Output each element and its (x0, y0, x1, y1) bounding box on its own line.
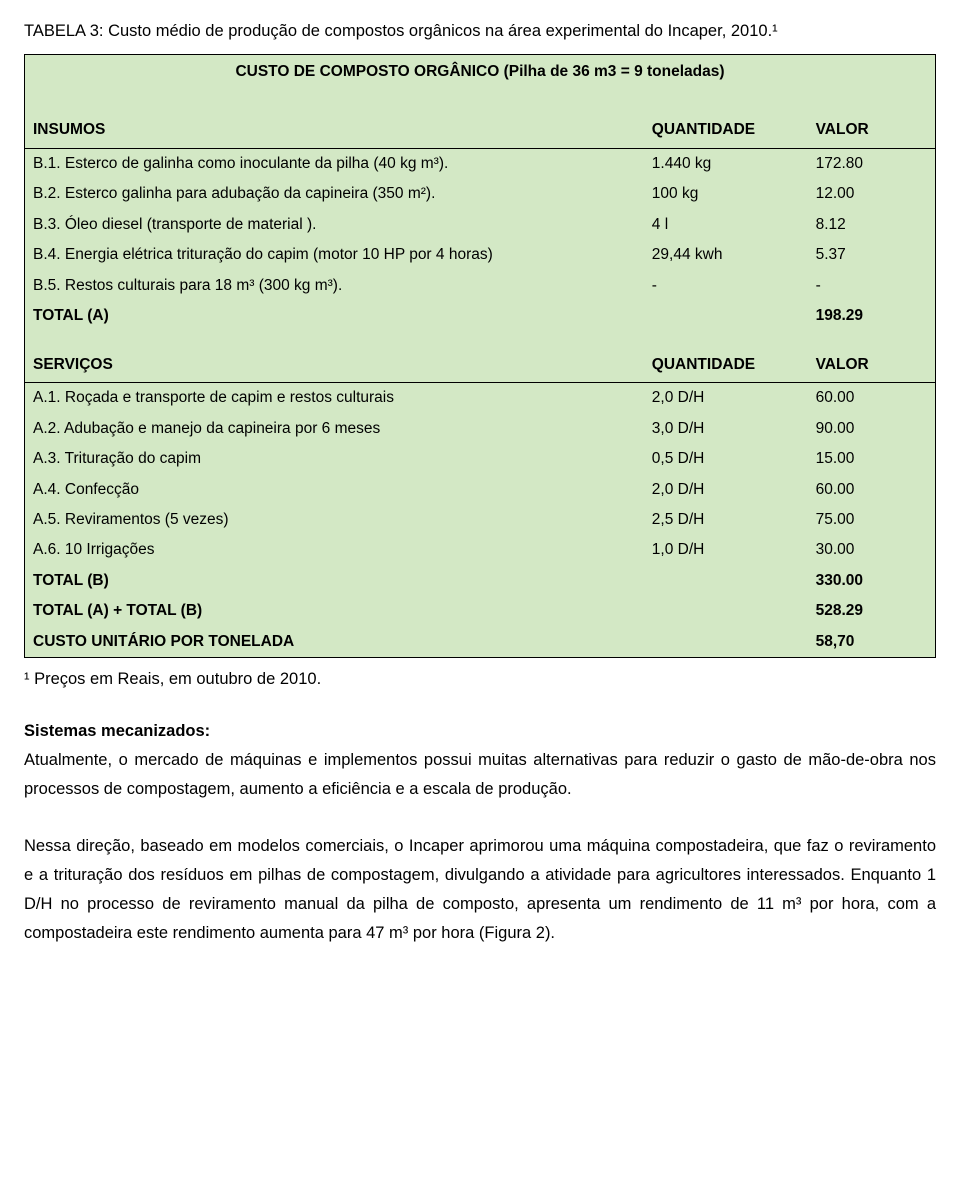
blank-cell (644, 627, 808, 657)
cell-desc: A.2. Adubação e manejo da capineira por … (25, 414, 644, 444)
header-quantidade: QUANTIDADE (644, 348, 808, 383)
unit-cost-label: CUSTO UNITÁRIO POR TONELADA (25, 627, 644, 657)
cell-desc: A.1. Roçada e transporte de capim e rest… (25, 383, 644, 414)
cell-qty: 3,0 D/H (644, 414, 808, 444)
servicos-header-row: SERVIÇOS QUANTIDADE VALOR (25, 348, 935, 383)
total-b-row: TOTAL (B) 330.00 (25, 566, 935, 596)
table-row: A.4. Confecção 2,0 D/H 60.00 (25, 475, 935, 505)
table-row: B.4. Energia elétrica trituração do capi… (25, 240, 935, 270)
table-row: A.6. 10 Irrigações 1,0 D/H 30.00 (25, 535, 935, 565)
cell-val: 172.80 (808, 148, 935, 179)
insumos-header-row: INSUMOS QUANTIDADE VALOR (25, 113, 935, 148)
spacer-row (25, 332, 935, 348)
cell-qty: 2,0 D/H (644, 475, 808, 505)
header-valor: VALOR (808, 113, 935, 148)
cell-desc: A.6. 10 Irrigações (25, 535, 644, 565)
header-valor: VALOR (808, 348, 935, 383)
table-title-row: CUSTO DE COMPOSTO ORGÂNICO (Pilha de 36 … (25, 55, 935, 97)
cell-desc: B.5. Restos culturais para 18 m³ (300 kg… (25, 271, 644, 301)
section-heading: Sistemas mecanizados: (24, 720, 936, 744)
cell-desc: B.4. Energia elétrica trituração do capi… (25, 240, 644, 270)
header-quantidade: QUANTIDADE (644, 113, 808, 148)
cell-desc: A.4. Confecção (25, 475, 644, 505)
total-b-label: TOTAL (B) (25, 566, 644, 596)
cell-desc: B.1. Esterco de galinha como inoculante … (25, 148, 644, 179)
cell-desc: A.5. Reviramentos (5 vezes) (25, 505, 644, 535)
cell-val: 5.37 (808, 240, 935, 270)
cell-qty: 100 kg (644, 179, 808, 209)
cell-qty: 1.440 kg (644, 148, 808, 179)
blank-cell (644, 566, 808, 596)
paragraph-1: Atualmente, o mercado de máquinas e impl… (24, 746, 936, 804)
cell-desc: B.2. Esterco galinha para adubação da ca… (25, 179, 644, 209)
table-title: CUSTO DE COMPOSTO ORGÂNICO (Pilha de 36 … (25, 55, 935, 97)
table-row: B.2. Esterco galinha para adubação da ca… (25, 179, 935, 209)
header-servicos: SERVIÇOS (25, 348, 644, 383)
cell-desc: B.3. Óleo diesel (transporte de material… (25, 210, 644, 240)
cell-qty: 1,0 D/H (644, 535, 808, 565)
cell-val: - (808, 271, 935, 301)
cell-qty: - (644, 271, 808, 301)
cost-table-container: CUSTO DE COMPOSTO ORGÂNICO (Pilha de 36 … (24, 54, 936, 658)
table-caption: TABELA 3: Custo médio de produção de com… (24, 20, 936, 44)
total-ab-row: TOTAL (A) + TOTAL (B) 528.29 (25, 596, 935, 626)
total-b-value: 330.00 (808, 566, 935, 596)
footnote: ¹ Preços em Reais, em outubro de 2010. (24, 668, 936, 692)
cell-val: 15.00 (808, 444, 935, 474)
blank-cell (644, 596, 808, 626)
paragraph-2: Nessa direção, baseado em modelos comerc… (24, 832, 936, 948)
cell-qty: 2,5 D/H (644, 505, 808, 535)
cell-desc: A.3. Trituração do capim (25, 444, 644, 474)
total-ab-value: 528.29 (808, 596, 935, 626)
blank-cell (644, 301, 808, 331)
total-a-label: TOTAL (A) (25, 301, 644, 331)
cell-val: 75.00 (808, 505, 935, 535)
header-insumos: INSUMOS (25, 113, 644, 148)
cell-qty: 29,44 kwh (644, 240, 808, 270)
table-row: B.3. Óleo diesel (transporte de material… (25, 210, 935, 240)
table-row: A.2. Adubação e manejo da capineira por … (25, 414, 935, 444)
cell-val: 30.00 (808, 535, 935, 565)
cell-qty: 4 l (644, 210, 808, 240)
spacer-row (25, 97, 935, 113)
cell-val: 12.00 (808, 179, 935, 209)
cell-qty: 2,0 D/H (644, 383, 808, 414)
table-row: A.1. Roçada e transporte de capim e rest… (25, 383, 935, 414)
table-row: B.5. Restos culturais para 18 m³ (300 kg… (25, 271, 935, 301)
unit-cost-row: CUSTO UNITÁRIO POR TONELADA 58,70 (25, 627, 935, 657)
total-a-value: 198.29 (808, 301, 935, 331)
table-row: A.3. Trituração do capim 0,5 D/H 15.00 (25, 444, 935, 474)
cell-val: 90.00 (808, 414, 935, 444)
cell-qty: 0,5 D/H (644, 444, 808, 474)
total-ab-label: TOTAL (A) + TOTAL (B) (25, 596, 644, 626)
cell-val: 60.00 (808, 475, 935, 505)
total-a-row: TOTAL (A) 198.29 (25, 301, 935, 331)
table-row: A.5. Reviramentos (5 vezes) 2,5 D/H 75.0… (25, 505, 935, 535)
cell-val: 8.12 (808, 210, 935, 240)
cost-table: CUSTO DE COMPOSTO ORGÂNICO (Pilha de 36 … (25, 55, 935, 657)
cell-val: 60.00 (808, 383, 935, 414)
unit-cost-value: 58,70 (808, 627, 935, 657)
table-row: B.1. Esterco de galinha como inoculante … (25, 148, 935, 179)
